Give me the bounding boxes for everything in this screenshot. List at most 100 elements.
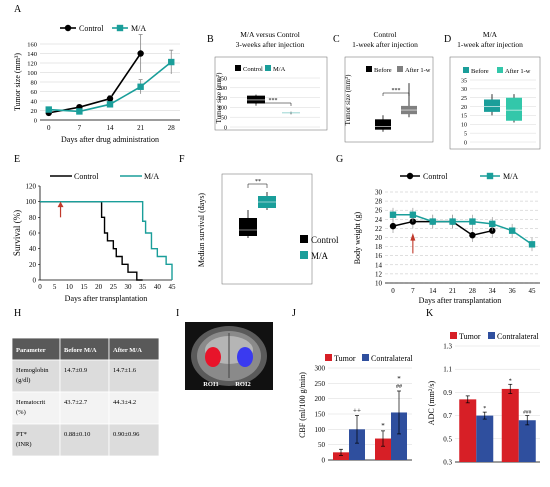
y-axis-label: CBF (ml/100 g/min) (298, 372, 307, 438)
y-tick-label: 30 (375, 189, 383, 197)
y-tick-label: 250 (315, 380, 326, 388)
legend-label: Control (243, 66, 263, 73)
table-cell-text: 0.90±0.96 (113, 431, 140, 438)
bar-Tumor (375, 438, 391, 460)
panel-letter-C: C (333, 34, 340, 45)
table-cell (11, 391, 61, 425)
x-tick-label: 36 (509, 287, 517, 295)
legend-swatch (265, 65, 271, 71)
legend-swatch (366, 66, 372, 72)
y-tick-label: 300 (315, 365, 326, 373)
table-cell (11, 423, 61, 457)
y-tick-label: 140 (27, 51, 37, 58)
legend-marker (486, 172, 494, 180)
x-tick-label: 45 (529, 287, 537, 295)
panel-letter-B: B (207, 34, 214, 45)
x-tick-label: 40 (154, 283, 162, 291)
box-upper-Before (484, 99, 500, 107)
y-tick-label: 16 (375, 252, 383, 260)
box-upper-Control (239, 218, 257, 230)
x-axis-label: Days after drug administration (61, 135, 159, 144)
x-tick-label: 21 (137, 124, 145, 132)
bar-Tumor (459, 399, 477, 462)
x-tick-label: 0 (391, 287, 395, 295)
x-axis-label: Days after transplantation (419, 296, 502, 305)
table-cell (11, 359, 61, 393)
legend-label: Control (423, 172, 448, 181)
legend-label: After 1-w (405, 67, 431, 74)
data-point (106, 95, 114, 102)
box-lower-After 1-w (506, 110, 522, 121)
y-tick-label: 0 (464, 140, 467, 146)
x-tick-label: 21 (449, 287, 457, 295)
data-point (409, 211, 417, 218)
box-lower-Before (484, 106, 500, 112)
table-cell (59, 423, 110, 457)
panel-title: 3-weeks after injection (236, 40, 305, 49)
y-tick-label: 60 (31, 89, 38, 96)
sig-label: *** (269, 98, 278, 104)
panel-letter-D: D (444, 34, 451, 45)
legend-label: M/A (273, 66, 286, 73)
survival-curve-Control (40, 200, 143, 281)
legend-swatch (362, 354, 369, 361)
y-tick-label: 0.5 (443, 435, 452, 443)
y-tick-label: 80 (29, 214, 37, 222)
series-line-M/A (393, 214, 533, 245)
y-tick-label: 1.1 (443, 366, 452, 374)
y-tick-label: 12 (375, 270, 383, 278)
legend-label: Contralateral (371, 354, 414, 363)
legend-swatch (300, 251, 308, 259)
y-tick-label: 160 (27, 42, 37, 49)
annotation: * (397, 375, 401, 383)
y-axis-label: Tumor size (mm³) (13, 53, 22, 111)
table-cell-text: Hemoglobin (16, 367, 49, 374)
roi2-label: ROI2 (235, 381, 251, 388)
panel-letter-K: K (426, 308, 434, 319)
y-tick-label: 15 (461, 114, 467, 120)
y-tick-label: 40 (29, 245, 37, 253)
data-point (508, 227, 516, 234)
y-tick-label: 0 (322, 457, 326, 465)
legend-swatch (397, 66, 403, 72)
table-cell-text: 14.7±0.9 (64, 367, 87, 374)
data-point (76, 108, 83, 115)
data-point (137, 83, 144, 90)
y-tick-label: 35 (461, 78, 467, 84)
x-tick-label: 20 (95, 283, 103, 291)
x-tick-label: 45 (169, 283, 177, 291)
y-tick-label: 60 (29, 230, 37, 238)
panel-letter-J: J (292, 308, 296, 319)
table-cell-text: PT* (16, 431, 27, 438)
y-tick-label: 0.3 (443, 459, 452, 467)
legend-label: After 1-w (505, 68, 531, 75)
x-tick-label: 35 (139, 283, 147, 291)
y-tick-label: 10 (375, 280, 383, 288)
y-tick-label: 120 (27, 61, 37, 68)
panel-letter-G: G (336, 154, 343, 165)
box-upper-Before (375, 119, 391, 127)
box-lower-After 1-w (401, 110, 417, 115)
table-cell (108, 423, 160, 457)
y-tick-label: 200 (315, 395, 326, 403)
bar-Contralateral (518, 420, 536, 462)
y-tick-label: 5 (464, 131, 467, 137)
legend-label: Control (311, 235, 339, 245)
plot-frame (221, 173, 313, 285)
annotation: ## (396, 384, 402, 390)
bar-Contralateral (391, 412, 407, 460)
y-tick-label: 20 (31, 108, 38, 115)
bar-Contralateral (476, 415, 494, 462)
y-tick-label: 250 (218, 76, 227, 82)
annotation: * (509, 378, 512, 384)
box-upper-After 1-w (506, 97, 522, 111)
table-cell-text: Hematocrit (16, 399, 45, 406)
panel-title: 1-week after injection (457, 40, 523, 49)
table-cell-text: 0.88±0.10 (64, 431, 90, 438)
survival-curve-M/A (40, 200, 173, 280)
y-tick-label: 10 (461, 123, 467, 129)
x-tick-label: 10 (66, 283, 74, 291)
box-upper-After 1-w (401, 105, 417, 111)
data-point (449, 218, 456, 225)
roi1-marker (205, 347, 221, 367)
